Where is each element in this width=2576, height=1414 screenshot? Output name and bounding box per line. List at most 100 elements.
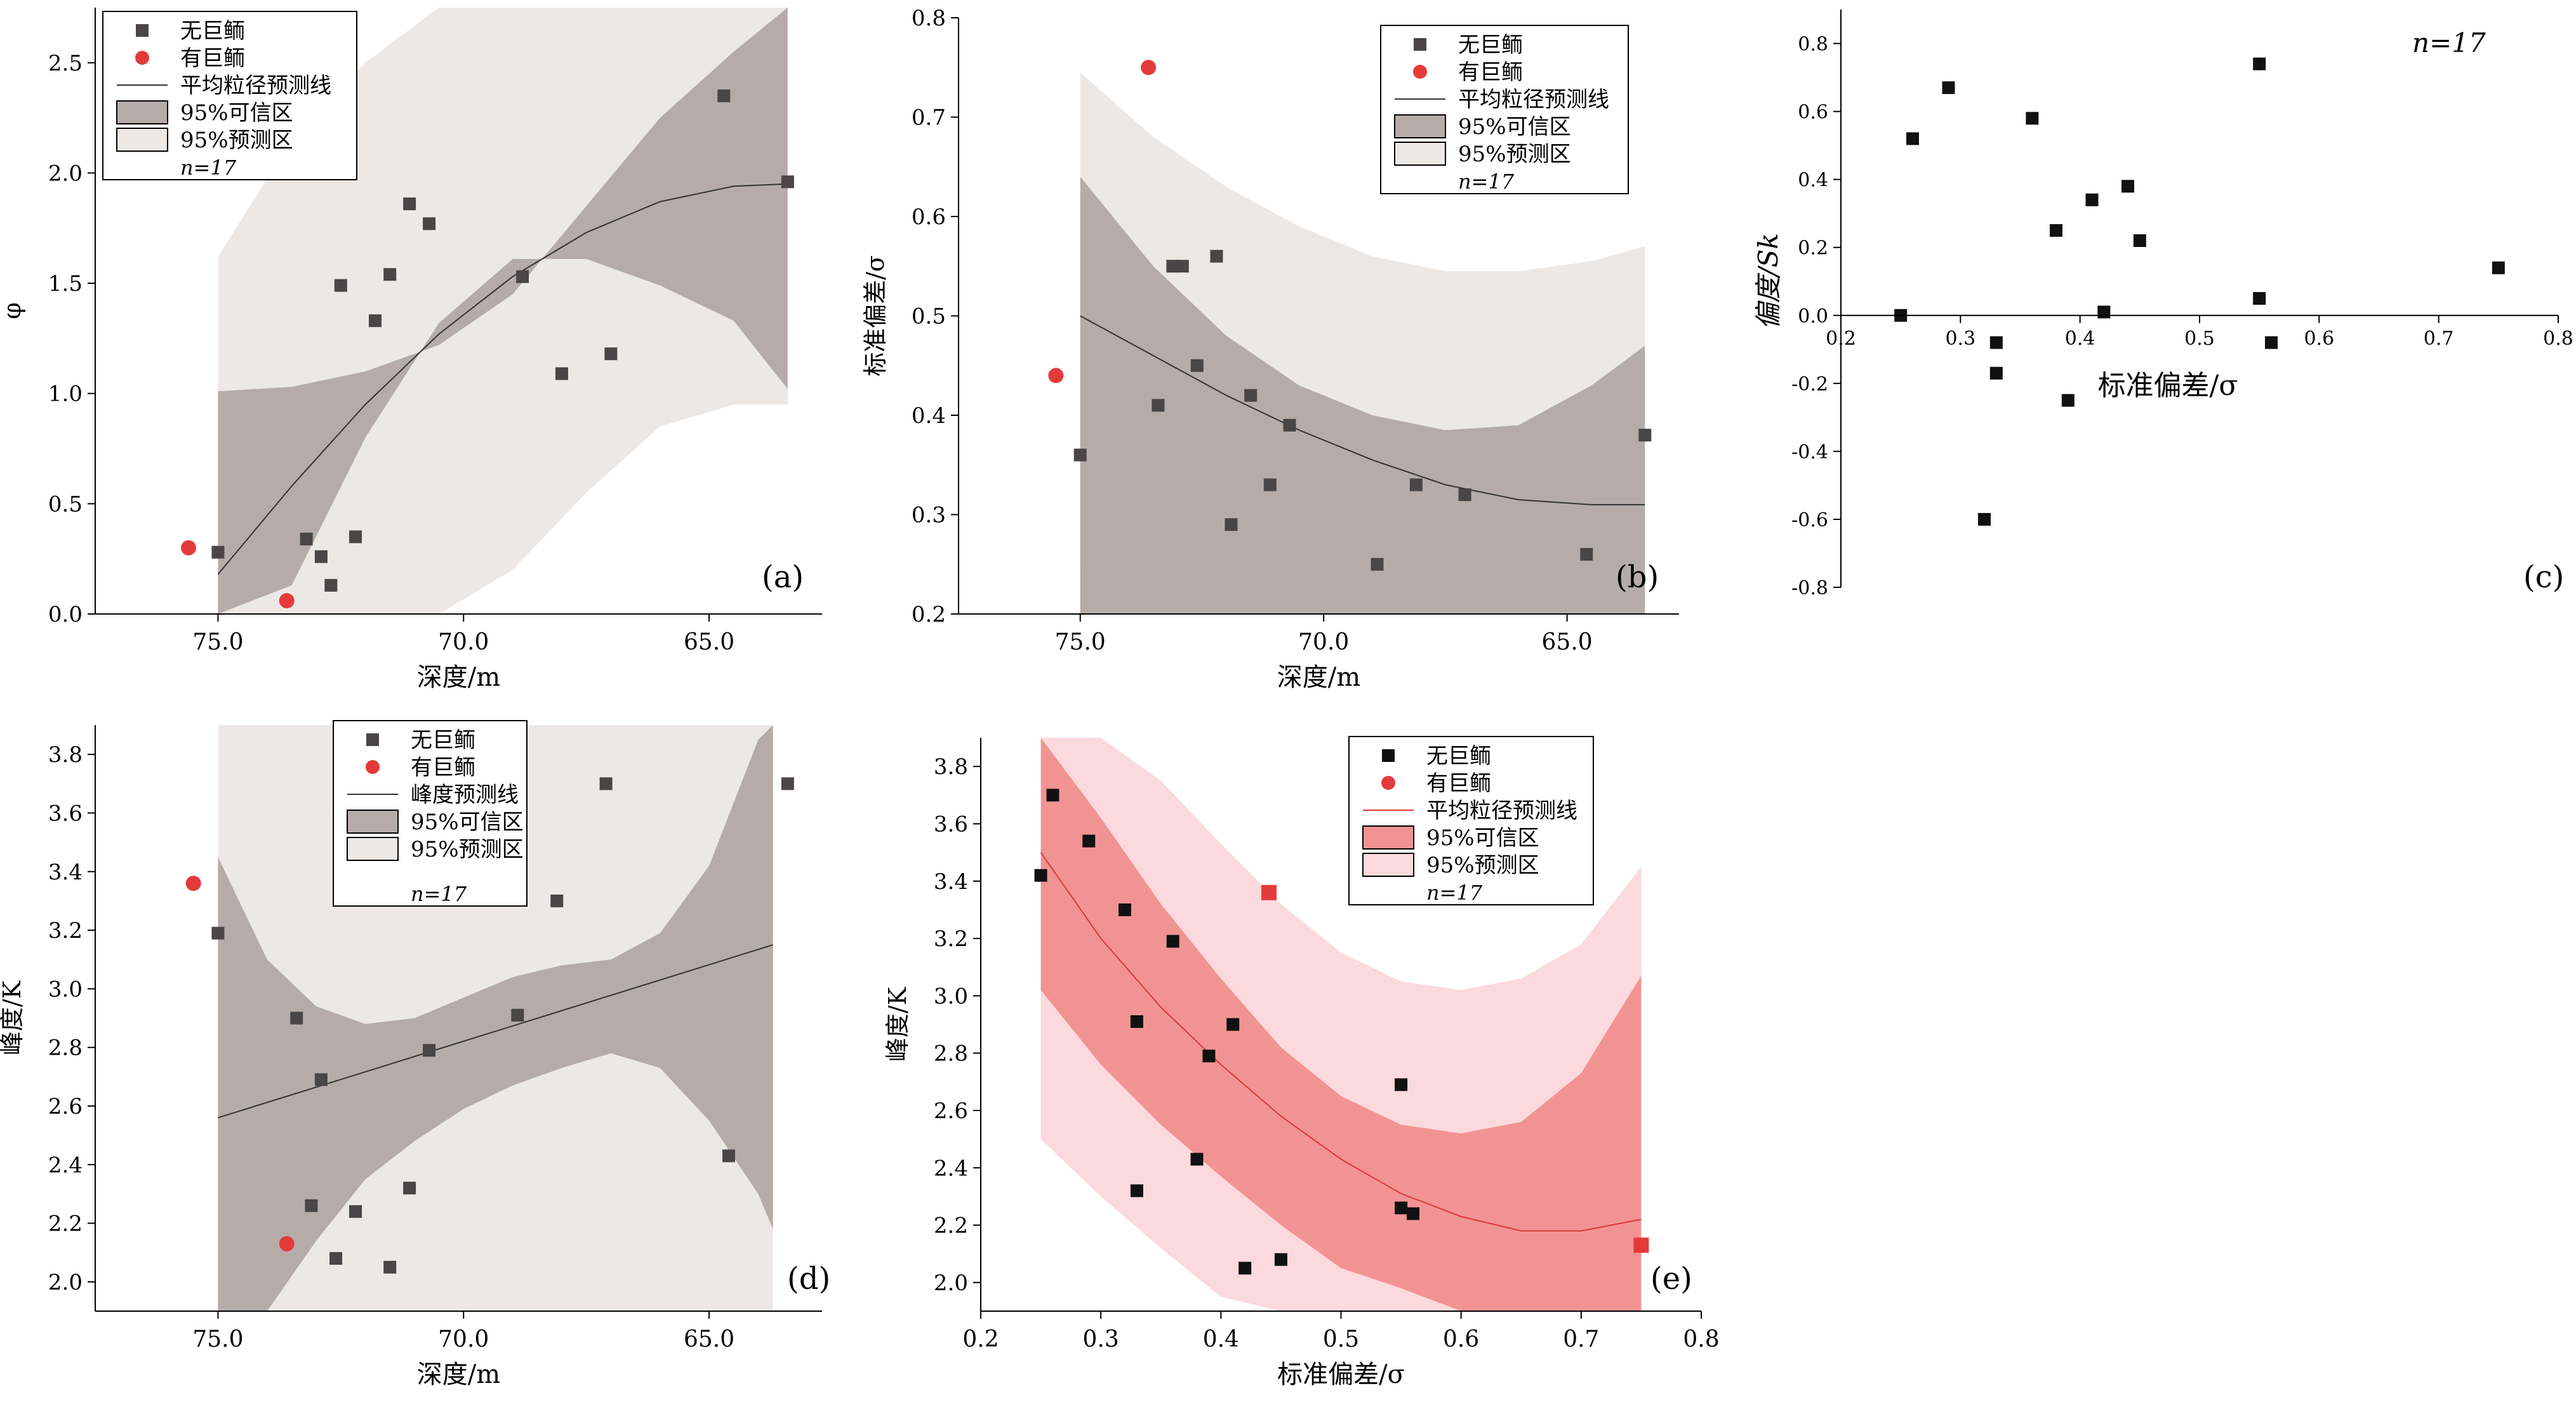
x-tick-label: 0.8 <box>1683 1326 1719 1352</box>
legend-marker-square <box>366 733 379 746</box>
data-point-square <box>555 367 568 380</box>
data-point-square <box>1202 1050 1216 1063</box>
y-tick-label: 1.5 <box>48 271 83 297</box>
legend-marker-confidence <box>116 100 168 124</box>
legend-marker-square <box>136 24 149 37</box>
panel-label: (e) <box>1650 1261 1692 1297</box>
panel-label: (c) <box>2523 559 2564 595</box>
plot-area-b <box>1048 60 1652 614</box>
chart-panels: 75.0 70.0 65.0 0.0 0.5 1.0 1.5 2.0 2.5 深度/m φ (a) 无巨… <box>0 6 2573 1389</box>
data-point-square <box>599 777 613 790</box>
data-point-circle <box>180 540 196 556</box>
y-tick-label: 3.8 <box>48 742 83 768</box>
y-tick-label: 2.8 <box>48 1036 83 1061</box>
data-point-square <box>1978 512 1991 526</box>
x-tick-label: 0.4 <box>2065 328 2095 350</box>
data-point-square <box>2085 193 2099 206</box>
legend-label: 无巨鲕 <box>1458 32 1523 58</box>
legend-label: 95%可信区 <box>180 100 293 126</box>
legend-label: 95%可信区 <box>411 810 524 835</box>
legend-marker-prediction <box>116 128 168 152</box>
y-tick-label: 2.4 <box>48 1152 83 1178</box>
plot-area-e <box>1034 738 1649 1311</box>
data-point-square <box>1263 478 1277 491</box>
data-point-square <box>1458 488 1471 502</box>
legend-label: 平均粒径预测线 <box>180 73 331 98</box>
data-point-square <box>1034 869 1047 882</box>
data-point-square <box>2133 234 2146 247</box>
data-point-square <box>2026 112 2039 125</box>
x-tick-label: 70.0 <box>438 629 489 655</box>
data-point-square <box>368 314 382 328</box>
legend-label: 有巨鲕 <box>1458 60 1523 85</box>
data-point-square <box>300 532 313 545</box>
data-point-square <box>781 777 794 790</box>
data-point-square <box>1633 1237 1649 1253</box>
data-point-square <box>1395 1078 1408 1091</box>
y-tick-label: 3.4 <box>934 869 968 895</box>
data-point-square <box>1371 557 1384 571</box>
y-tick-label: 0.5 <box>48 491 83 517</box>
data-point-square <box>1046 789 1059 802</box>
legend-label: 无巨鲕 <box>411 728 475 753</box>
data-point-square <box>2061 394 2075 407</box>
data-point-circle <box>279 593 295 609</box>
data-point-square <box>423 217 436 230</box>
confidence-band <box>218 725 773 1311</box>
y-tick-label: 2.0 <box>934 1271 968 1296</box>
x-tick-label: 65.0 <box>684 629 734 655</box>
legend-label: 有巨鲕 <box>180 46 245 71</box>
data-point-square <box>1238 1262 1252 1275</box>
y-tick-label: 1.0 <box>48 382 83 407</box>
y-tick-label: 2.0 <box>48 161 83 186</box>
y-tick-label: 0.2 <box>912 602 946 627</box>
x-tick-label: 0.3 <box>1945 328 1975 350</box>
x-tick-label: 0.7 <box>1563 1326 1599 1352</box>
plot-area-a <box>180 8 794 614</box>
data-point-square <box>314 550 328 563</box>
x-tick-label: 0.4 <box>1203 1326 1239 1352</box>
data-point-square <box>290 1011 303 1025</box>
y-tick-label: 0.6 <box>912 204 946 230</box>
data-point-square <box>324 578 338 592</box>
data-point-square <box>1409 478 1423 491</box>
x-axis-title: 标准偏差/σ <box>2098 370 2238 402</box>
data-point-square <box>722 1149 736 1163</box>
data-point-square <box>1244 389 1258 402</box>
data-point-square <box>1210 250 1223 263</box>
y-tick-label: -0.6 <box>1791 509 1828 531</box>
fit-line <box>218 944 773 1119</box>
data-point-square <box>1130 1015 1143 1028</box>
y-tick-label: 2.2 <box>934 1213 968 1239</box>
data-point-square <box>1395 1201 1408 1215</box>
y-tick-label: 0.6 <box>1798 102 1828 124</box>
sample-count-label: n=17 <box>1458 170 1515 194</box>
y-tick-label: -0.2 <box>1791 373 1828 396</box>
legend-marker-confidence <box>1362 825 1414 850</box>
data-point-square <box>1906 132 1919 145</box>
y-tick-label: 0.0 <box>1798 305 1828 328</box>
legend-label: 95%预测区 <box>1426 853 1539 878</box>
y-tick-label: 0.4 <box>912 403 946 429</box>
sample-count-label: n=17 <box>1426 881 1483 905</box>
legend-label: 95%预测区 <box>1458 142 1571 167</box>
panel-label: (a) <box>762 559 804 595</box>
plot-area-c <box>1894 57 2505 526</box>
y-tick-label: 3.0 <box>934 984 968 1009</box>
legend-marker-square <box>1382 749 1395 762</box>
data-point-square <box>423 1044 436 1057</box>
y-tick-label: -0.4 <box>1791 441 1828 464</box>
data-point-circle <box>1048 368 1064 384</box>
data-point-square <box>211 545 225 559</box>
x-tick-label: 65.0 <box>1542 629 1593 655</box>
data-point-square <box>1261 884 1277 900</box>
y-tick-label: 0.8 <box>912 6 946 31</box>
x-tick-label: 0.5 <box>1323 1326 1359 1352</box>
legend-label: 平均粒径预测线 <box>1426 798 1577 824</box>
data-point-square <box>2121 180 2134 193</box>
fit-line <box>217 183 788 575</box>
data-point-square <box>1274 1253 1287 1266</box>
y-axis-title: 偏度/Sk <box>1753 233 1784 330</box>
y-tick-label: 3.8 <box>934 754 968 780</box>
